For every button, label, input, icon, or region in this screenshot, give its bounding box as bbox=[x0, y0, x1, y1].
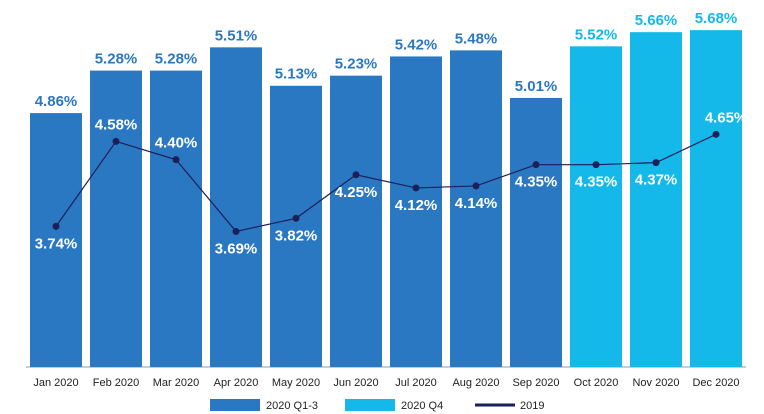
x-tick-label: Feb 2020 bbox=[93, 377, 139, 389]
point bbox=[172, 156, 180, 164]
value-label: 5.68% bbox=[695, 10, 738, 27]
value-label: 5.28% bbox=[95, 51, 138, 68]
point bbox=[532, 161, 540, 169]
bar bbox=[450, 50, 502, 368]
legend-label: 2020 Q4 bbox=[401, 400, 443, 412]
value-label: 5.42% bbox=[395, 36, 438, 53]
x-tick-label: Jun 2020 bbox=[333, 377, 378, 389]
value-label: 5.28% bbox=[155, 51, 198, 68]
bar bbox=[210, 47, 262, 367]
bar bbox=[270, 85, 322, 368]
value-label: 4.35% bbox=[515, 174, 558, 191]
value-label: 4.86% bbox=[35, 93, 78, 110]
x-tick-label: Apr 2020 bbox=[214, 377, 259, 389]
value-label: 5.66% bbox=[635, 12, 678, 29]
bar bbox=[390, 56, 442, 367]
value-label: 5.51% bbox=[215, 27, 258, 44]
line bbox=[55, 133, 717, 233]
bar bbox=[570, 46, 622, 367]
value-label: 5.48% bbox=[455, 30, 498, 47]
point bbox=[352, 171, 360, 179]
value-label: 5.01% bbox=[515, 78, 558, 95]
bar bbox=[90, 70, 142, 367]
x-tick-label: Nov 2020 bbox=[632, 377, 679, 389]
value-label: 4.12% bbox=[395, 197, 438, 214]
bar bbox=[30, 113, 82, 368]
value-label: 3.82% bbox=[275, 227, 318, 244]
value-label: 4.25% bbox=[335, 184, 378, 201]
point bbox=[412, 184, 420, 192]
bar bbox=[510, 97, 562, 367]
bar bbox=[330, 75, 382, 368]
value-label: 4.40% bbox=[155, 135, 198, 152]
point bbox=[292, 214, 300, 222]
value-label: 3.74% bbox=[35, 235, 78, 252]
x-tick-label: Jan 2020 bbox=[33, 377, 78, 389]
value-label: 4.58% bbox=[95, 116, 138, 133]
x-tick-label: Sep 2020 bbox=[512, 377, 559, 389]
point bbox=[472, 182, 480, 190]
value-label: 5.23% bbox=[335, 56, 378, 73]
legend-swatch bbox=[345, 399, 395, 411]
point bbox=[112, 137, 120, 145]
bar bbox=[630, 32, 682, 367]
x-tick-label: Mar 2020 bbox=[153, 377, 199, 389]
bar bbox=[150, 70, 202, 367]
point bbox=[52, 222, 60, 230]
point bbox=[712, 130, 720, 138]
legend-swatch bbox=[210, 399, 260, 411]
x-tick-label: Jul 2020 bbox=[395, 377, 437, 389]
legend-label: 2019 bbox=[520, 400, 544, 412]
x-tick-label: Aug 2020 bbox=[452, 377, 499, 389]
point bbox=[232, 227, 240, 235]
value-label: 5.52% bbox=[575, 26, 618, 43]
bar bbox=[690, 30, 742, 367]
legend-label: 2020 Q1-3 bbox=[266, 400, 318, 412]
value-label: 4.14% bbox=[455, 195, 498, 212]
value-label: 4.65% bbox=[705, 109, 748, 126]
x-tick-label: Oct 2020 bbox=[574, 377, 619, 389]
point bbox=[652, 159, 660, 167]
point bbox=[592, 161, 600, 169]
value-label: 3.69% bbox=[215, 240, 258, 257]
x-tick-label: May 2020 bbox=[272, 377, 320, 389]
value-label: 4.35% bbox=[575, 174, 618, 191]
value-label: 5.13% bbox=[275, 66, 318, 83]
x-tick-label: Dec 2020 bbox=[692, 377, 739, 389]
value-label: 4.37% bbox=[635, 172, 678, 189]
